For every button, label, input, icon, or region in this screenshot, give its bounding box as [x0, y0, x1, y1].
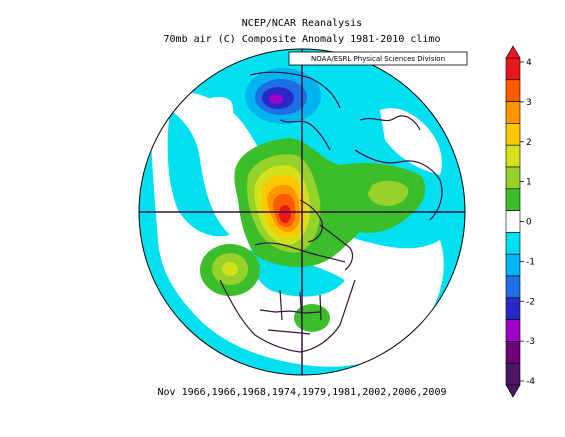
colorbar-bin	[505, 79, 521, 102]
colorbar-tick-label: 0	[526, 218, 532, 228]
colorbar-bin	[505, 253, 521, 277]
colorbar-bin	[505, 101, 521, 124]
coastline-siberia	[359, 115, 421, 131]
colorbar-tick-label: -1	[526, 257, 535, 267]
neutral-anomaly-north	[190, 96, 234, 130]
colorbar-bin	[505, 188, 521, 211]
colorbar-bin	[505, 297, 521, 320]
positive-anomaly-southeast	[294, 304, 330, 332]
border-us-canada	[259, 309, 321, 314]
map-frame	[138, 48, 466, 376]
colorbar-bin	[505, 144, 521, 168]
positive-anomaly-peak	[279, 205, 291, 223]
coastline-scandinavia	[279, 119, 331, 151]
colorbar-bottom-arrow	[505, 384, 521, 398]
credit-label: NOAA/ESRL Physical Sciences Division	[311, 55, 445, 63]
colorbar-tick-label: -2	[526, 297, 535, 307]
negative-anomaly-band	[167, 110, 230, 237]
colorbar-tick-label: 2	[526, 138, 532, 148]
colorbar: 4 3 2 1 0 -1 -2 -3 -4	[505, 45, 535, 398]
coastline-arctic-canada	[254, 242, 346, 263]
coastline-europe	[249, 71, 341, 109]
coastlines	[219, 71, 443, 353]
colorbar-bin	[505, 232, 521, 255]
coastline-greenland	[299, 199, 323, 243]
colorbar-bin	[505, 362, 521, 386]
coastline-eurasia	[354, 149, 443, 221]
colorbar-tick-label: 4	[526, 58, 532, 68]
colorbar-tick-label: -3	[526, 337, 535, 347]
colorbar-tick-label: 3	[526, 98, 532, 108]
coastline-hudson-bay	[319, 224, 354, 271]
colorbar-bin	[505, 57, 521, 81]
colorbar-bin	[505, 166, 521, 190]
map-title: NCEP/NCAR Reanalysis	[242, 18, 362, 29]
map-subtitle: 70mb air (C) Composite Anomaly 1981-2010…	[164, 34, 441, 45]
credit-box	[288, 51, 468, 66]
colorbar-bin	[505, 123, 521, 146]
neutral-anomaly-east	[380, 108, 442, 175]
positive-anomaly-west-3	[222, 262, 238, 276]
colorbar-bin	[505, 319, 521, 342]
positive-anomaly-east-inner	[368, 180, 409, 207]
colorbar-bin	[505, 341, 521, 364]
polar-map-disk	[139, 49, 465, 375]
colorbar-tick-label: 1	[526, 178, 532, 188]
colorbar-bin	[505, 210, 521, 233]
colorbar-top-arrow	[505, 45, 521, 59]
composite-years: Nov 1966,1966,1968,1974,1979,1981,2002,2…	[158, 387, 447, 398]
colorbar-tick-label: -4	[526, 377, 535, 387]
colorbar-bin	[505, 275, 521, 299]
coastline-north-america	[219, 279, 356, 353]
negative-anomaly-center-4	[269, 94, 283, 104]
border-us-mexico	[267, 329, 311, 335]
